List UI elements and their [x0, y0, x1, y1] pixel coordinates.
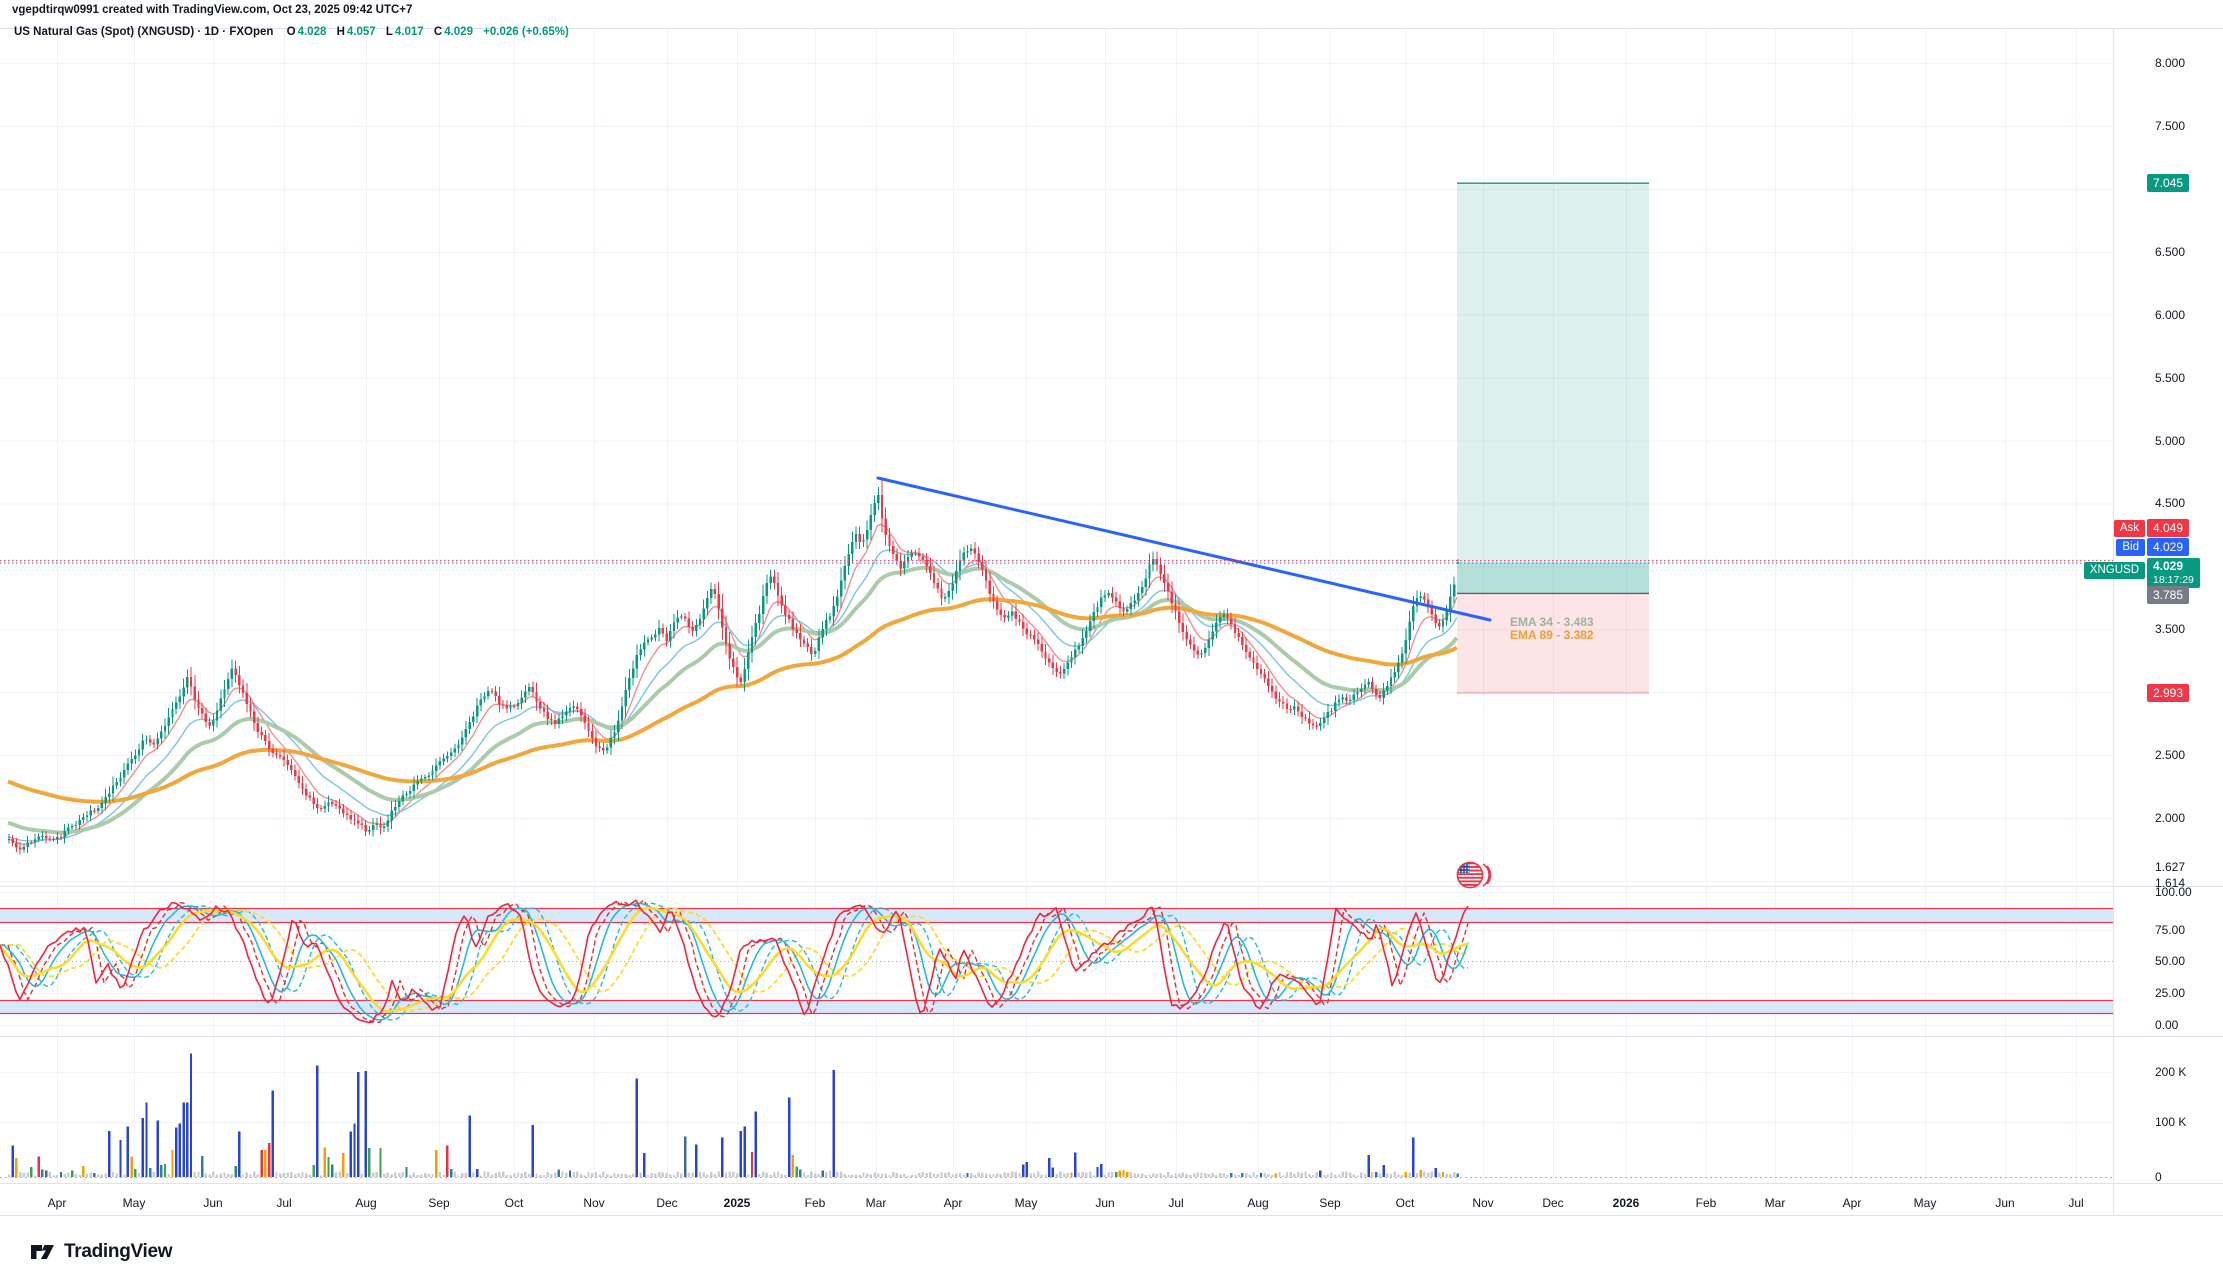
- svg-text:Jul: Jul: [2068, 1196, 2083, 1210]
- open-label: O: [286, 26, 296, 38]
- ask-price-badge: 4.049: [2147, 519, 2190, 537]
- svg-text:2025: 2025: [724, 1196, 751, 1210]
- stoch-red-signal: [0, 899, 1469, 1023]
- time-axis[interactable]: Apr May Jun Jul Aug Sep Oct Nov Dec 2025 Feb Mar Apr…: [48, 1196, 2084, 1210]
- stop-price-badge: 2.993: [2147, 684, 2190, 702]
- volume-bars: [0, 1053, 2113, 1178]
- descending-trendline[interactable]: [876, 476, 1492, 622]
- svg-text:0.00: 0.00: [2155, 1018, 2179, 1032]
- ma-line-89: [7, 597, 1458, 804]
- svg-text:Mar: Mar: [1765, 1196, 1786, 1210]
- svg-text:Dec: Dec: [1542, 1196, 1563, 1210]
- price-axis[interactable]: 8.000 7.500 6.500 6.000 5.500 5.000 4.500 3.500…: [2155, 56, 2192, 1184]
- oscillator-lines: [0, 899, 1469, 1024]
- high-label: H: [336, 26, 345, 38]
- candles: [7, 479, 1460, 855]
- svg-text:Sep: Sep: [1319, 1196, 1341, 1210]
- low-value: 4.017: [394, 26, 424, 38]
- svg-text:6.500: 6.500: [2155, 245, 2185, 259]
- tradingview-logo-icon: [31, 1245, 54, 1259]
- svg-text:Feb: Feb: [1696, 1196, 1717, 1210]
- svg-text:5.500: 5.500: [2155, 371, 2185, 385]
- svg-text:Jul: Jul: [1168, 1196, 1183, 1210]
- svg-text:100 K: 100 K: [2155, 1115, 2186, 1129]
- bid-label-chip: Bid: [2116, 539, 2145, 556]
- close-label: C: [433, 26, 443, 38]
- svg-text:Oct: Oct: [505, 1196, 524, 1210]
- svg-text:2.000: 2.000: [2155, 811, 2185, 825]
- svg-text:25.00: 25.00: [2155, 986, 2185, 1000]
- svg-text:6.000: 6.000: [2155, 308, 2185, 322]
- svg-text:Jul: Jul: [276, 1196, 291, 1210]
- svg-text:0: 0: [2155, 1170, 2162, 1184]
- open-value: 4.028: [297, 26, 327, 38]
- svg-text:7.500: 7.500: [2155, 119, 2185, 133]
- svg-text:75.00: 75.00: [2155, 923, 2185, 937]
- stoch-yellow-signal: [0, 907, 1469, 1013]
- svg-text:1.614: 1.614: [2155, 876, 2185, 890]
- panel-borders: [0, 28, 2223, 1216]
- change-value: +0.026 (+0.65%): [483, 26, 569, 38]
- svg-text:Nov: Nov: [583, 1196, 604, 1210]
- svg-text:Apr: Apr: [1843, 1196, 1862, 1210]
- svg-text:1.627: 1.627: [2155, 860, 2185, 874]
- svg-text:Aug: Aug: [1247, 1196, 1268, 1210]
- ma-line-8: [7, 523, 1458, 845]
- svg-text:Aug: Aug: [355, 1196, 376, 1210]
- svg-text:Apr: Apr: [48, 1196, 67, 1210]
- target-price-badge: 7.045: [2147, 174, 2190, 192]
- svg-text:2026: 2026: [1613, 1196, 1640, 1210]
- svg-text:3.500: 3.500: [2155, 622, 2185, 636]
- close-value: 4.029: [444, 26, 473, 38]
- bid-price-badge: 4.029: [2147, 538, 2190, 556]
- ma-line-34: [7, 565, 1459, 835]
- svg-text:May: May: [1914, 1196, 1937, 1210]
- svg-text:2.500: 2.500: [2155, 748, 2185, 762]
- tradingview-logo[interactable]: TradingView: [30, 1240, 173, 1264]
- svg-text:Mar: Mar: [866, 1196, 887, 1210]
- svg-text:200 K: 200 K: [2155, 1065, 2186, 1079]
- low-label: L: [385, 26, 393, 38]
- svg-text:May: May: [123, 1196, 146, 1210]
- moving-averages: [7, 523, 1459, 845]
- symbol-chip: XNGUSD: [2083, 562, 2145, 579]
- svg-text:Jun: Jun: [1095, 1196, 1114, 1210]
- ask-label-chip: Ask: [2113, 520, 2145, 537]
- tradingview-logo-text: TradingView: [64, 1241, 173, 1262]
- us-flag-icon: [1456, 861, 1492, 889]
- oscillator-bands: [0, 907, 2113, 1015]
- svg-text:Feb: Feb: [805, 1196, 826, 1210]
- svg-text:Sep: Sep: [428, 1196, 450, 1210]
- watermark-attribution: vgepdtirqw0991 created with TradingView.…: [12, 4, 413, 16]
- svg-text:Apr: Apr: [944, 1196, 963, 1210]
- symbol-legend: US Natural Gas (Spot) (XNGUSD) · 1D · FX…: [14, 26, 576, 38]
- svg-text:4.500: 4.500: [2155, 496, 2185, 510]
- svg-text:Nov: Nov: [1472, 1196, 1493, 1210]
- svg-text:Jun: Jun: [1995, 1196, 2014, 1210]
- svg-text:100.00: 100.00: [2155, 885, 2192, 899]
- stoch-yellow: [0, 906, 1469, 1013]
- high-value: 4.057: [346, 26, 376, 38]
- stoch-red: [0, 899, 1469, 1024]
- svg-text:50.00: 50.00: [2155, 954, 2185, 968]
- entry-price-badge: 3.785: [2147, 586, 2190, 604]
- ema89-inline-label: EMA 89 - 3.382: [1510, 628, 1594, 642]
- last-price-value: 4.029: [2153, 559, 2184, 573]
- svg-text:Jun: Jun: [203, 1196, 222, 1210]
- svg-text:8.000: 8.000: [2155, 56, 2185, 70]
- last-price-badge: 4.029 18:17:29: [2147, 558, 2200, 588]
- ema34-inline-label: EMA 34 - 3.483: [1510, 615, 1594, 629]
- long-position-tool[interactable]: [1457, 182, 1649, 694]
- svg-text:May: May: [1015, 1196, 1038, 1210]
- symbol-title: US Natural Gas (Spot) (XNGUSD) · 1D · FX…: [14, 26, 274, 38]
- svg-text:Dec: Dec: [656, 1196, 677, 1210]
- bar-countdown: 18:17:29: [2153, 574, 2194, 586]
- svg-text:5.000: 5.000: [2155, 434, 2185, 448]
- svg-text:Oct: Oct: [1396, 1196, 1415, 1210]
